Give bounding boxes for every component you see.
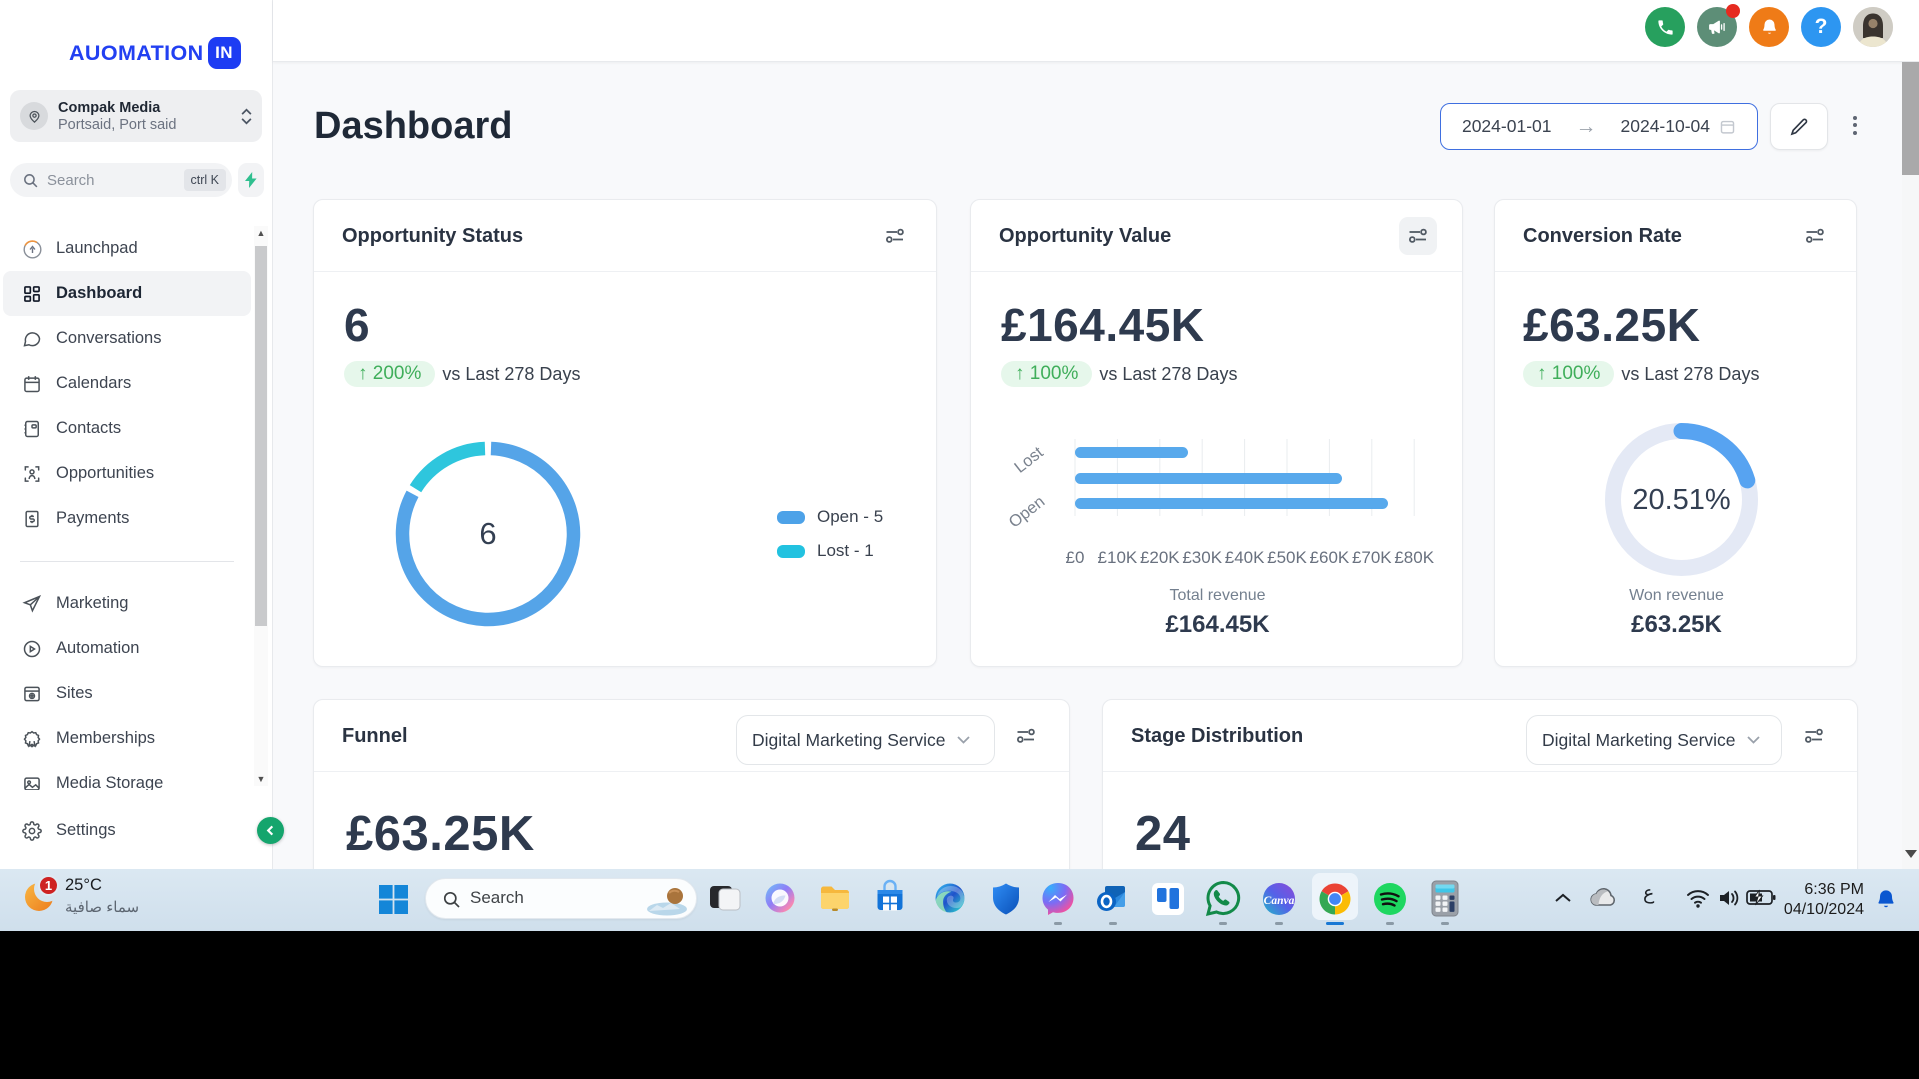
svg-text:£0: £0 <box>1066 548 1085 567</box>
svg-text:£60K: £60K <box>1310 548 1350 567</box>
svg-text:£30K: £30K <box>1182 548 1222 567</box>
svg-text:£70K: £70K <box>1352 548 1392 567</box>
svg-text:Canva: Canva <box>1264 895 1295 907</box>
svg-text:20.51%: 20.51% <box>1632 484 1730 516</box>
svg-text:£80K: £80K <box>1394 548 1434 567</box>
svg-text:£10K: £10K <box>1098 548 1138 567</box>
svg-text:£40K: £40K <box>1225 548 1265 567</box>
svg-text:Lost: Lost <box>1011 443 1047 477</box>
svg-text:£50K: £50K <box>1267 548 1307 567</box>
svg-text:£20K: £20K <box>1140 548 1180 567</box>
svg-text:Open: Open <box>1005 493 1048 532</box>
svg-text:6: 6 <box>479 516 496 551</box>
